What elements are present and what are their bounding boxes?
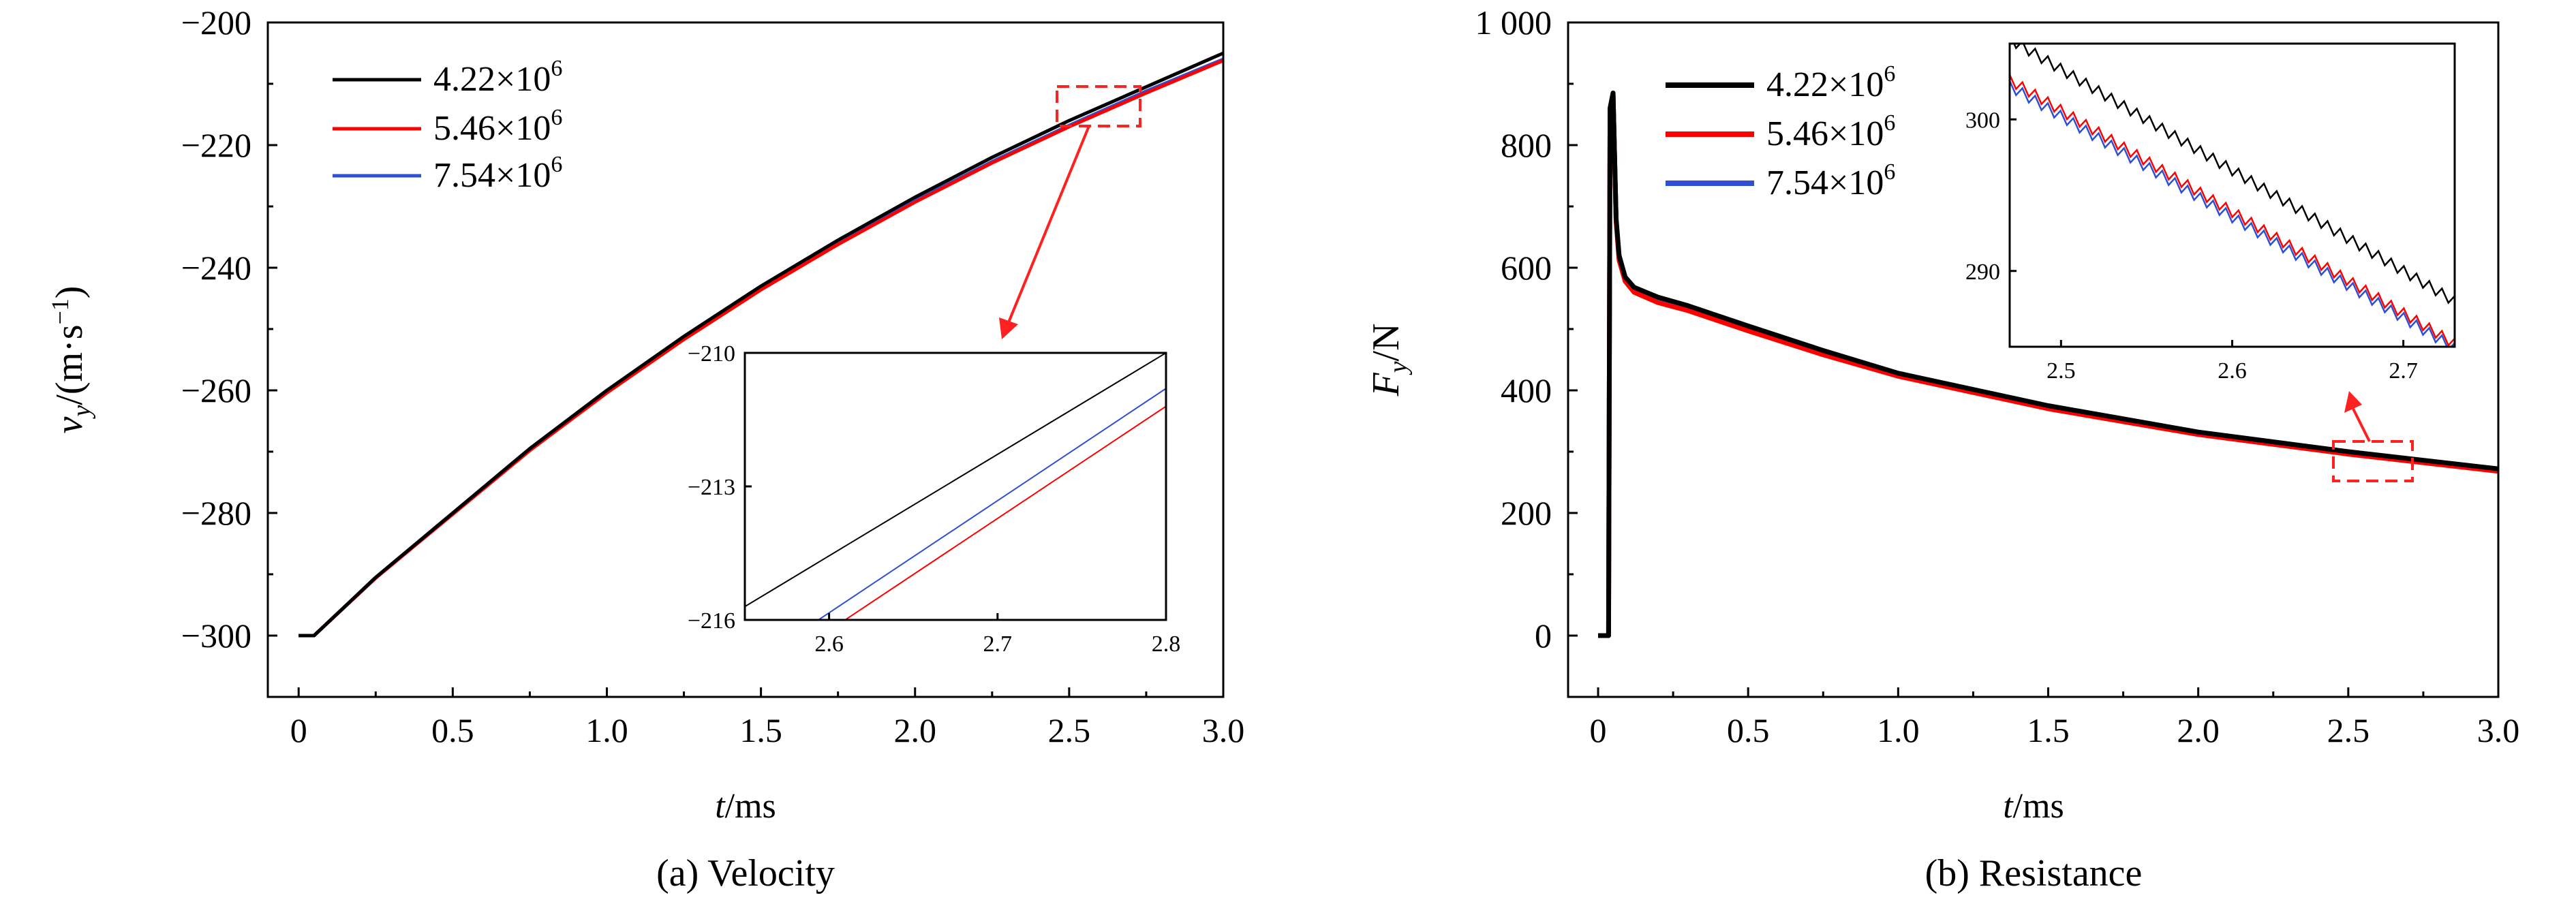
- velocity-x-axis: 0 0.5 1.0 1.5 2.0 2.5 3.0: [290, 687, 1245, 749]
- resistance-series-line-1: [1598, 91, 2499, 638]
- resistance-chart: 0 0.5 1.0 1.5 2.0 2.5 3.0 0 200 400 600 800 1 000 F…: [1365, 3, 2519, 894]
- resistance-inset-line-1: [2013, 44, 2455, 305]
- resistance-inset-background: [2010, 44, 2455, 347]
- velocity-legend-label-2: 5.46×106: [433, 105, 562, 148]
- velocity-caption: (a) Velocity: [656, 852, 835, 894]
- velocity-y-tick-label: −240: [181, 249, 251, 287]
- velocity-y-tick-label: −200: [181, 3, 251, 42]
- resistance-y-axis-title: Fy/N: [1365, 323, 1413, 396]
- velocity-x-tick-label: 1.5: [739, 711, 782, 749]
- resistance-x-tick-label: 3.0: [2477, 711, 2520, 749]
- velocity-y-tick-label: −300: [181, 617, 251, 655]
- velocity-inset-ticks: 2.6 2.7 2.8 −216 −213 −210: [688, 341, 1180, 657]
- resistance-x-tick-label: 0.5: [1727, 711, 1770, 749]
- resistance-zoom-arrowhead: [2344, 391, 2362, 413]
- velocity-inset-y-tick-label: −216: [688, 608, 735, 634]
- velocity-x-tick-label: 2.0: [893, 711, 936, 749]
- velocity-inset: 2.6 2.7 2.8 −216 −213 −210: [688, 341, 1180, 657]
- resistance-y-tick-label: 200: [1501, 494, 1552, 532]
- resistance-x-tick-label: 1.0: [1877, 711, 1920, 749]
- velocity-inset-line-1: [745, 353, 1166, 608]
- resistance-y-axis: 0 200 400 600 800 1 000: [1475, 3, 1578, 655]
- velocity-inset-y-tick-label: −210: [688, 341, 735, 367]
- resistance-y-tick-label: 400: [1501, 371, 1552, 409]
- resistance-x-tick-label: 2.5: [2327, 711, 2370, 749]
- resistance-inset-lines: [2010, 44, 2455, 347]
- velocity-zoom-box: [1056, 85, 1141, 127]
- resistance-x-tick-label: 1.5: [2027, 711, 2070, 749]
- velocity-legend-label-1: 4.22×106: [433, 56, 562, 99]
- velocity-series-line-1: [298, 51, 1225, 638]
- resistance-inset-y-tick-label: 290: [1965, 260, 2000, 285]
- velocity-x-tick-label: 1.0: [585, 711, 628, 749]
- resistance-inset-x-tick-label: 2.7: [2389, 358, 2418, 384]
- velocity-inset-background: [745, 353, 1166, 620]
- resistance-x-axis: 0 0.5 1.0 1.5 2.0 2.5 3.0: [1590, 687, 2520, 749]
- velocity-y-tick-label: −220: [181, 126, 251, 164]
- velocity-x-tick-label: 3.0: [1202, 711, 1245, 749]
- velocity-inset-line-3: [817, 388, 1166, 620]
- velocity-y-tick-label: −280: [181, 494, 251, 532]
- resistance-x-tick-label: 0: [1590, 711, 1607, 749]
- resistance-y-tick-label: 600: [1501, 249, 1552, 287]
- resistance-inset-x-tick-label: 2.5: [2046, 358, 2076, 384]
- resistance-x-tick-label: 2.0: [2177, 711, 2220, 749]
- velocity-y-axis: −300 −280 −260 −240 −220 −200: [181, 3, 277, 655]
- resistance-inset: 2.5 2.6 2.7 290 300: [1965, 42, 2456, 384]
- velocity-zoom-arrow: [1006, 125, 1090, 326]
- resistance-inset-line-2: [2010, 74, 2455, 347]
- resistance-legend-label-3: 7.54×106: [1766, 159, 1895, 202]
- velocity-legend-label-3: 7.54×106: [433, 152, 562, 195]
- resistance-inset-y-tick-label: 300: [1965, 108, 2000, 133]
- velocity-inset-clip: [745, 353, 1166, 620]
- velocity-zoom-arrowhead: [999, 317, 1018, 339]
- velocity-y-tick-label: −260: [181, 371, 251, 409]
- velocity-x-tick-label: 2.5: [1048, 711, 1091, 749]
- velocity-x-tick-label: 0: [290, 711, 307, 749]
- resistance-caption: (b) Resistance: [1925, 852, 2143, 894]
- velocity-series-lines: [298, 51, 1225, 638]
- velocity-y-axis-title: vy/(m·s−1): [46, 286, 96, 434]
- resistance-legend: 4.22×106 5.46×106 7.54×106: [1666, 61, 1895, 202]
- resistance-inset-ticks: 2.5 2.6 2.7 290 300: [1965, 108, 2418, 384]
- resistance-plot-frame: [1567, 21, 2500, 698]
- resistance-series-lines: [1598, 91, 2499, 638]
- resistance-inset-clip: [2010, 44, 2455, 347]
- velocity-legend: 4.22×106 5.46×106 7.54×106: [333, 56, 562, 195]
- resistance-y-tick-label: 800: [1501, 126, 1552, 164]
- velocity-inset-lines: [745, 353, 1166, 620]
- resistance-inset-line-3: [2010, 80, 2455, 347]
- resistance-y-tick-label: 0: [1535, 617, 1552, 655]
- velocity-plot-frame: [266, 21, 1225, 698]
- resistance-zoom-box: [2332, 440, 2414, 482]
- velocity-inset-line-2: [844, 405, 1166, 620]
- velocity-x-tick-label: 0.5: [431, 711, 474, 749]
- resistance-x-axis-title: t/ms: [2003, 787, 2064, 826]
- resistance-y-tick-label: 1 000: [1475, 3, 1552, 42]
- resistance-zoom-arrow: [2352, 408, 2371, 442]
- velocity-inset-x-tick-label: 2.8: [1152, 632, 1181, 657]
- velocity-x-axis-title: t/ms: [715, 787, 776, 826]
- resistance-legend-label-2: 5.46×106: [1766, 110, 1895, 153]
- velocity-inset-x-tick-label: 2.6: [814, 632, 844, 657]
- velocity-inset-y-tick-label: −213: [688, 475, 735, 500]
- velocity-chart: 0 0.5 1.0 1.5 2.0 2.5 3.0 −300 −280 −260 −240 −220…: [46, 3, 1244, 894]
- resistance-legend-label-1: 4.22×106: [1766, 61, 1895, 104]
- resistance-inset-x-tick-label: 2.6: [2218, 358, 2247, 384]
- velocity-inset-x-tick-label: 2.7: [983, 632, 1013, 657]
